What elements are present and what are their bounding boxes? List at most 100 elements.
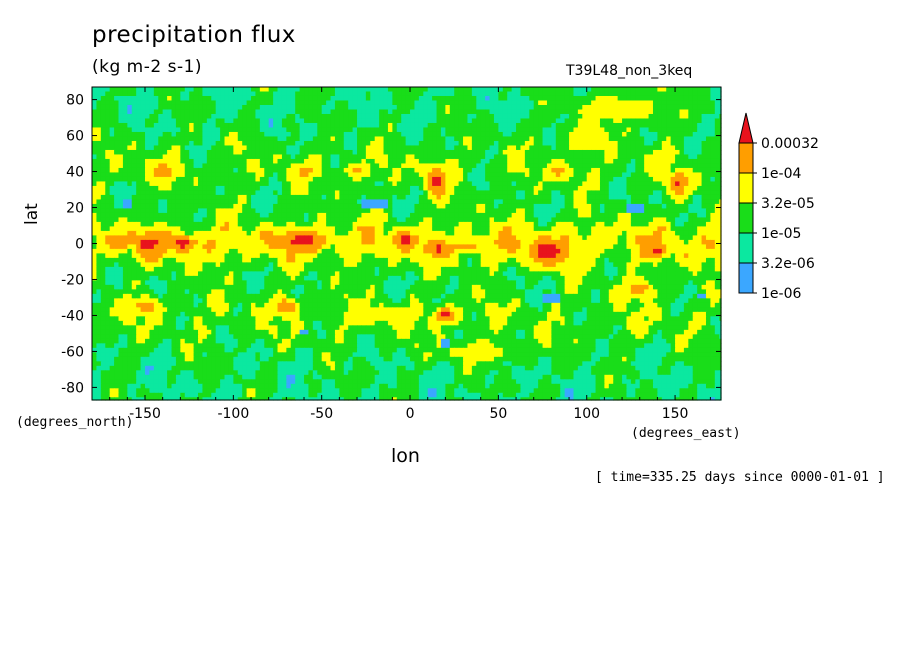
heatmap-cell: [520, 212, 526, 219]
heatmap-cell: [714, 226, 720, 232]
heatmap-cell: [92, 118, 98, 124]
heatmap-cell: [268, 113, 274, 120]
heatmap-cell: [396, 172, 402, 178]
heatmap-cell: [710, 190, 716, 196]
heatmap-cell: [330, 181, 336, 187]
heatmap-cell: [582, 158, 588, 165]
heatmap-cell: [286, 104, 292, 111]
heatmap-cell: [591, 95, 597, 102]
heatmap-cell: [538, 167, 544, 174]
heatmap-cell: [224, 217, 230, 223]
heatmap-cell: [644, 190, 650, 196]
heatmap-cell: [511, 91, 517, 97]
heatmap-cell: [392, 167, 398, 174]
heatmap-cell: [105, 212, 111, 219]
heatmap-cell: [648, 167, 654, 174]
heatmap-cell: [118, 149, 124, 156]
heatmap-cell: [538, 136, 544, 142]
heatmap-cell: [489, 149, 495, 156]
heatmap-cell: [445, 239, 451, 245]
heatmap-cell: [246, 230, 252, 237]
heatmap-cell: [538, 185, 544, 192]
heatmap-cell: [577, 199, 583, 205]
heatmap-cell: [286, 194, 292, 201]
heatmap-cell: [569, 122, 575, 129]
heatmap-cell: [326, 172, 332, 178]
heatmap-cell: [719, 203, 722, 210]
heatmap-cell: [361, 194, 367, 201]
heatmap-cell: [692, 118, 698, 124]
heatmap-cell: [198, 172, 204, 178]
heatmap-cell: [467, 136, 473, 142]
heatmap-cell: [145, 145, 151, 151]
heatmap-cell: [622, 208, 628, 214]
heatmap-cell: [299, 109, 305, 115]
heatmap-cell: [666, 109, 672, 115]
heatmap-cell: [317, 127, 323, 133]
heatmap-cell: [365, 194, 371, 201]
heatmap-cell: [136, 122, 142, 129]
heatmap-cell: [131, 113, 137, 120]
heatmap-cell: [401, 194, 407, 201]
heatmap-cell: [264, 221, 270, 228]
heatmap-cell: [493, 172, 499, 178]
heatmap-cell: [343, 145, 349, 151]
heatmap-cell: [343, 87, 349, 93]
heatmap-cell: [405, 208, 411, 214]
heatmap-cell: [533, 226, 539, 232]
heatmap-cell: [498, 199, 504, 205]
heatmap-cell: [436, 203, 442, 210]
heatmap-cell: [136, 226, 142, 232]
heatmap-cell: [644, 104, 650, 111]
heatmap-cell: [149, 163, 155, 169]
heatmap-cell: [251, 118, 257, 124]
heatmap-cell: [242, 181, 248, 187]
heatmap-cell: [652, 145, 658, 151]
heatmap-cell: [529, 127, 535, 133]
heatmap-cell: [383, 163, 389, 169]
heatmap-cell: [396, 91, 402, 97]
heatmap-cell: [136, 127, 142, 133]
heatmap-cell: [237, 181, 243, 187]
heatmap-cell: [551, 154, 557, 160]
heatmap-cell: [551, 203, 557, 210]
heatmap-cell: [675, 226, 681, 232]
heatmap-cell: [608, 118, 614, 124]
heatmap-cell: [688, 109, 694, 115]
heatmap-cell: [639, 91, 645, 97]
heatmap-cell: [577, 136, 583, 142]
heatmap-cell: [436, 136, 442, 142]
heatmap-cell: [697, 199, 703, 205]
heatmap-cell: [348, 113, 354, 120]
heatmap-cell: [719, 194, 722, 201]
heatmap-cell: [118, 235, 124, 241]
heatmap-cell: [317, 95, 323, 102]
heatmap-cell: [277, 154, 283, 160]
heatmap-cell: [339, 158, 345, 165]
heatmap-cell: [705, 181, 711, 187]
heatmap-cell: [171, 131, 177, 138]
heatmap-cell: [418, 140, 424, 147]
heatmap-cell: [516, 208, 522, 214]
heatmap-cell: [648, 113, 654, 120]
heatmap-cell: [679, 203, 685, 210]
heatmap-cell: [312, 100, 318, 106]
heatmap-cell: [551, 109, 557, 115]
heatmap-cell: [666, 212, 672, 219]
heatmap-cell: [502, 235, 508, 241]
heatmap-cell: [175, 163, 181, 169]
heatmap-cell: [546, 199, 552, 205]
heatmap-cell: [529, 163, 535, 169]
heatmap-cell: [476, 194, 482, 201]
heatmap-cell: [485, 127, 491, 133]
heatmap-cell: [334, 127, 340, 133]
heatmap-cell: [281, 217, 287, 223]
heatmap-cell: [162, 154, 168, 160]
heatmap-cell: [268, 154, 274, 160]
heatmap-cell: [109, 163, 115, 169]
heatmap-cell: [670, 145, 676, 151]
heatmap-cell: [507, 235, 513, 241]
heatmap-cell: [639, 190, 645, 196]
heatmap-cell: [202, 100, 208, 106]
heatmap-cell: [92, 109, 98, 115]
